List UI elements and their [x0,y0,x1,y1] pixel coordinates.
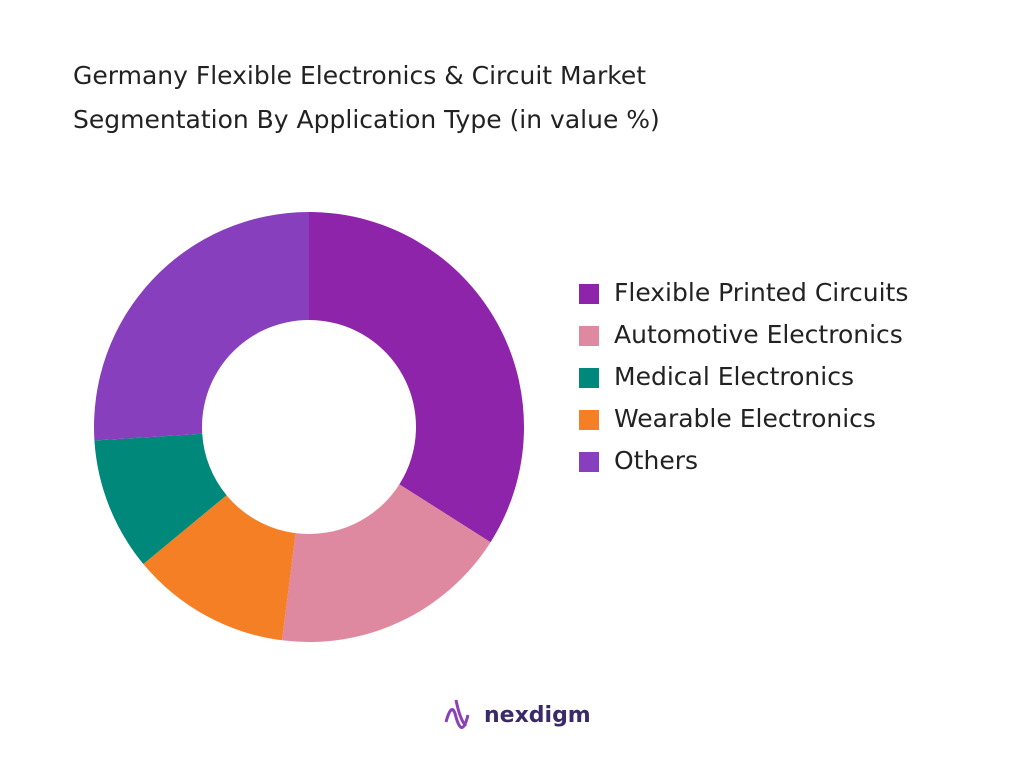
legend-label: Flexible Printed Circuits [614,278,908,307]
donut-segment [143,495,296,641]
legend-swatch [579,326,599,346]
legend-label: Wearable Electronics [614,404,876,433]
legend-swatch [579,452,599,472]
legend-label: Automotive Electronics [614,320,903,349]
donut-segment [94,212,309,441]
donut-segment [94,433,227,565]
logo-icon [444,699,470,729]
legend-swatch [579,284,599,304]
legend-label: Others [614,446,698,475]
legend-label: Medical Electronics [614,362,854,391]
legend-swatch [579,368,599,388]
legend-swatch [579,410,599,430]
donut-segment [309,212,524,543]
donut-segment [282,484,491,642]
chart-title: Germany Flexible Electronics & Circuit M… [73,61,646,90]
chart-title: Segmentation By Application Type (in val… [73,105,660,134]
logo-text: nexdigm [484,703,591,728]
